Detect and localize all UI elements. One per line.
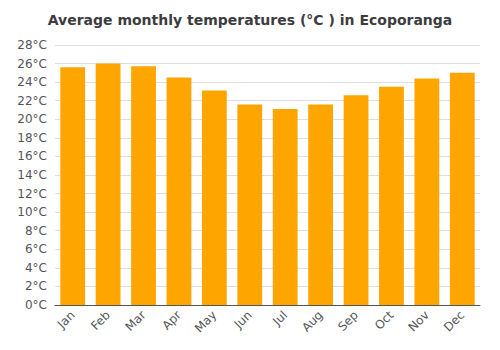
svg-text:Nov: Nov: [405, 308, 431, 334]
svg-text:26°C: 26°C: [17, 57, 47, 71]
svg-text:Mar: Mar: [123, 308, 149, 334]
svg-text:Jan: Jan: [54, 308, 78, 332]
svg-text:8°C: 8°C: [25, 224, 47, 238]
svg-text:0°C: 0°C: [25, 298, 47, 312]
svg-text:May: May: [192, 308, 219, 335]
svg-text:Feb: Feb: [88, 308, 113, 333]
svg-text:28°C: 28°C: [17, 38, 47, 52]
svg-text:22°C: 22°C: [17, 94, 47, 108]
svg-text:Jul: Jul: [269, 308, 290, 329]
svg-text:Apr: Apr: [159, 308, 184, 333]
svg-text:18°C: 18°C: [17, 131, 47, 145]
svg-text:Jun: Jun: [231, 308, 255, 332]
svg-text:14°C: 14°C: [17, 168, 47, 182]
svg-text:Oct: Oct: [372, 308, 397, 333]
svg-text:12°C: 12°C: [17, 187, 47, 201]
svg-text:16°C: 16°C: [17, 149, 47, 163]
svg-text:6°C: 6°C: [25, 242, 47, 256]
svg-text:10°C: 10°C: [17, 205, 47, 219]
svg-text:4°C: 4°C: [25, 261, 47, 275]
svg-text:Dec: Dec: [441, 308, 467, 334]
svg-text:Aug: Aug: [299, 308, 325, 334]
svg-text:Sep: Sep: [335, 308, 361, 334]
svg-text:Average monthly temperatures (: Average monthly temperatures (°C ) in Ec…: [48, 12, 453, 28]
svg-text:2°C: 2°C: [25, 279, 47, 293]
svg-text:20°C: 20°C: [17, 112, 47, 126]
svg-text:24°C: 24°C: [17, 75, 47, 89]
